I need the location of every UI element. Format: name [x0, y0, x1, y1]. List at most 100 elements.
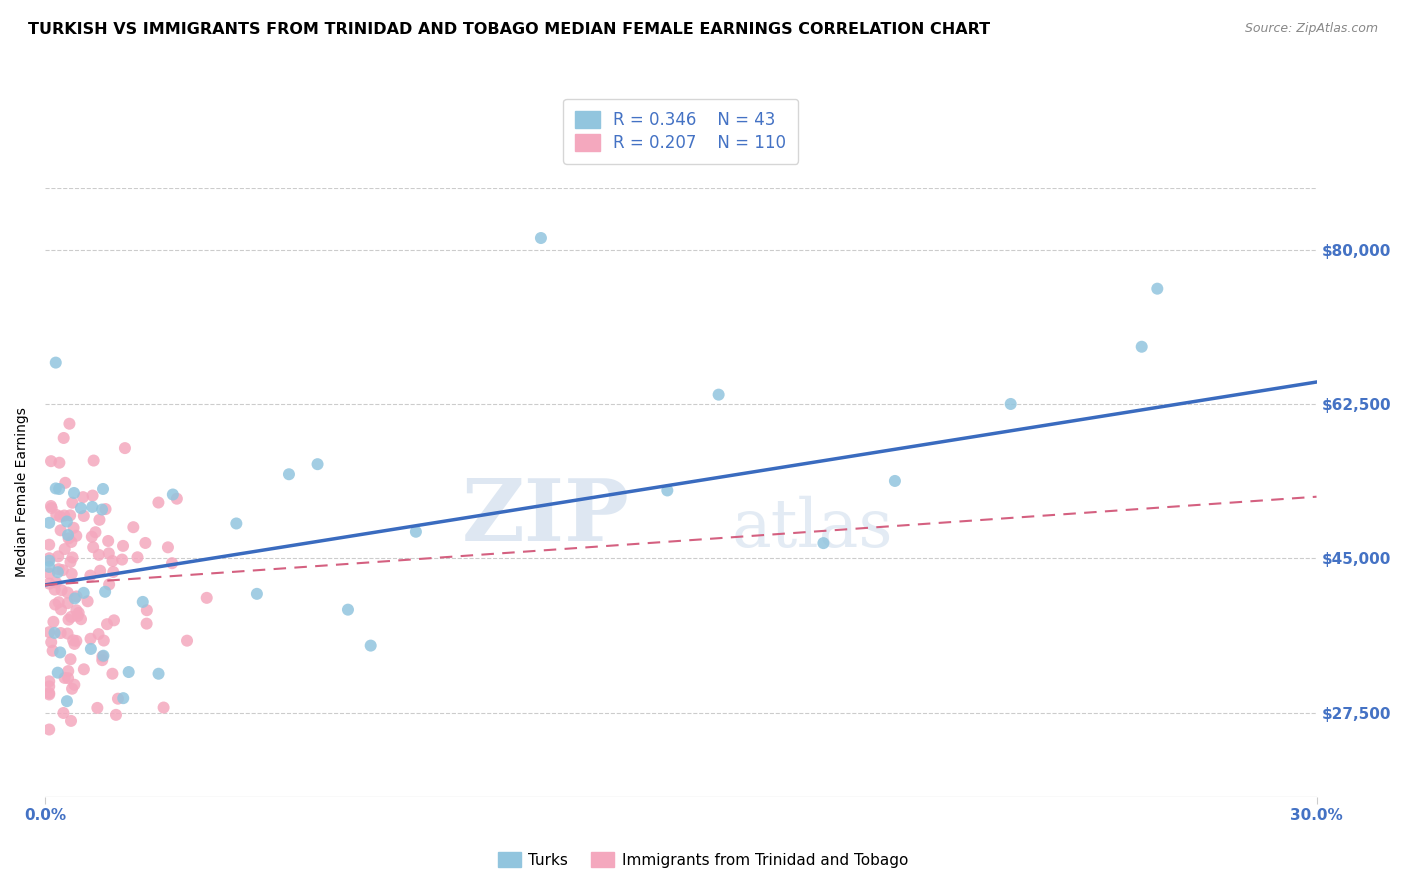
- Point: [60, 681, 83, 696]
- Point: [38, 723, 60, 737]
- Point: [48, 456, 70, 470]
- Point: [63, 637, 86, 651]
- Y-axis label: Median Female Earnings: Median Female Earnings: [15, 408, 30, 577]
- Point: [84, 525, 107, 540]
- Point: [58, 532, 80, 546]
- Point: [89, 564, 111, 578]
- Point: [56, 626, 79, 640]
- Point: [97, 533, 120, 548]
- Point: [65, 633, 87, 648]
- Point: [72, 490, 94, 504]
- Point: [82, 489, 104, 503]
- Point: [48, 595, 70, 609]
- Point: [246, 587, 269, 601]
- Text: ZIP: ZIP: [463, 475, 630, 558]
- Point: [52, 706, 75, 720]
- Text: TURKISH VS IMMIGRANTS FROM TRINIDAD AND TOBAGO MEDIAN FEMALE EARNINGS CORRELATIO: TURKISH VS IMMIGRANTS FROM TRINIDAD AND …: [28, 22, 990, 37]
- Point: [53, 542, 76, 557]
- Point: [44, 598, 66, 612]
- Point: [60, 496, 83, 510]
- Point: [80, 530, 103, 544]
- Point: [91, 649, 114, 664]
- Point: [152, 700, 174, 714]
- Point: [65, 603, 87, 617]
- Point: [53, 475, 76, 490]
- Point: [59, 508, 82, 523]
- Point: [45, 356, 67, 370]
- Point: [156, 541, 179, 555]
- Point: [51, 583, 73, 598]
- Point: [60, 610, 83, 624]
- Point: [105, 707, 128, 722]
- Point: [135, 603, 157, 617]
- Point: [56, 585, 79, 599]
- Point: [65, 590, 87, 604]
- Point: [48, 562, 70, 576]
- Point: [49, 626, 72, 640]
- Point: [49, 602, 72, 616]
- Point: [101, 554, 124, 568]
- Point: [114, 441, 136, 455]
- Point: [58, 417, 80, 431]
- Point: [52, 431, 75, 445]
- Point: [103, 613, 125, 627]
- Point: [38, 679, 60, 693]
- Point: [1146, 282, 1168, 296]
- Point: [45, 575, 67, 590]
- Point: [41, 644, 63, 658]
- Point: [813, 536, 835, 550]
- Point: [101, 666, 124, 681]
- Point: [162, 487, 184, 501]
- Point: [38, 560, 60, 574]
- Point: [38, 686, 60, 700]
- Point: [160, 556, 183, 570]
- Point: [70, 501, 93, 516]
- Point: [62, 550, 84, 565]
- Point: [70, 612, 93, 626]
- Point: [107, 691, 129, 706]
- Point: [38, 551, 60, 566]
- Point: [530, 231, 553, 245]
- Point: [225, 516, 247, 531]
- Point: [96, 617, 118, 632]
- Point: [56, 596, 79, 610]
- Point: [56, 515, 79, 529]
- Point: [49, 509, 72, 524]
- Point: [707, 387, 730, 401]
- Point: [176, 633, 198, 648]
- Legend: Turks, Immigrants from Trinidad and Tobago: Turks, Immigrants from Trinidad and Toba…: [491, 844, 915, 875]
- Point: [60, 535, 83, 549]
- Point: [65, 529, 87, 543]
- Point: [45, 482, 67, 496]
- Point: [93, 633, 115, 648]
- Text: Source: ZipAtlas.com: Source: ZipAtlas.com: [1244, 22, 1378, 36]
- Point: [883, 474, 905, 488]
- Point: [48, 482, 70, 496]
- Point: [89, 513, 111, 527]
- Point: [336, 602, 359, 616]
- Point: [49, 524, 72, 538]
- Point: [87, 548, 110, 562]
- Point: [195, 591, 218, 605]
- Point: [39, 499, 62, 513]
- Point: [657, 483, 679, 498]
- Point: [1000, 397, 1022, 411]
- Point: [38, 566, 60, 581]
- Point: [73, 662, 96, 676]
- Point: [38, 674, 60, 689]
- Point: [127, 550, 149, 565]
- Point: [80, 641, 103, 656]
- Point: [278, 467, 301, 482]
- Point: [62, 521, 84, 535]
- Point: [60, 714, 83, 728]
- Point: [1130, 340, 1153, 354]
- Point: [38, 538, 60, 552]
- Point: [132, 595, 155, 609]
- Point: [56, 671, 79, 685]
- Point: [38, 576, 60, 591]
- Text: atlas: atlas: [731, 496, 893, 561]
- Point: [56, 694, 79, 708]
- Point: [76, 594, 98, 608]
- Point: [94, 502, 117, 516]
- Point: [87, 627, 110, 641]
